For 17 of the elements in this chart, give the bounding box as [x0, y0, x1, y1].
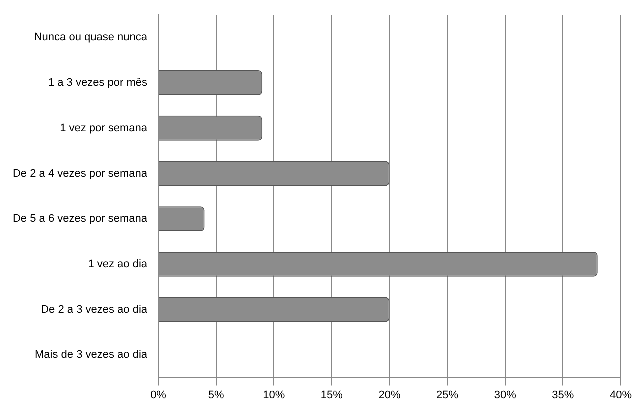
- x-tick-label: 15%: [320, 389, 344, 402]
- x-tick-label: 5%: [208, 389, 224, 402]
- y-tick-label: Nunca ou quase nunca: [34, 32, 148, 44]
- y-tick-label: De 2 a 4 vezes por semana: [12, 168, 148, 180]
- x-tick-label: 35%: [552, 389, 574, 402]
- y-tick-label: De 2 a 3 vezes ao dia: [41, 304, 148, 316]
- y-tick-label: 1 vez ao dia: [88, 258, 148, 270]
- x-tick-label: 20%: [378, 389, 401, 402]
- y-tick-label: 1 vez por semana: [60, 122, 148, 134]
- x-tick-label: 10%: [263, 389, 286, 402]
- x-tick-label: 30%: [494, 389, 517, 402]
- y-tick-label: 1 a 3 vezes por mês: [48, 77, 148, 90]
- y-tick-label: Mais de 3 vezes ao dia: [35, 349, 148, 362]
- x-tick-label: 0%: [150, 389, 167, 402]
- x-tick-label: 25%: [436, 389, 459, 402]
- x-tick-label: 40%: [610, 389, 632, 402]
- y-tick-label: De 5 a 6 vezes por semana: [12, 213, 148, 226]
